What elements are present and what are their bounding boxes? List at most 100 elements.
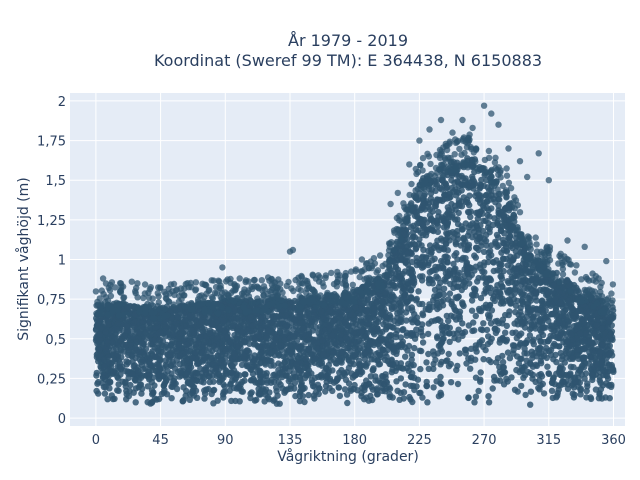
data-point — [171, 365, 179, 372]
data-point — [173, 385, 181, 393]
data-point — [454, 362, 461, 370]
data-point — [485, 193, 492, 200]
data-point — [208, 354, 215, 362]
data-point — [114, 351, 122, 358]
data-point — [142, 365, 149, 372]
data-point — [180, 396, 187, 404]
data-point — [496, 196, 503, 203]
data-point — [491, 377, 498, 384]
data-point — [490, 259, 497, 266]
data-point — [503, 338, 510, 345]
data-point — [206, 329, 213, 337]
data-point — [404, 347, 411, 354]
data-point — [370, 305, 378, 312]
data-point — [406, 393, 413, 401]
data-point — [454, 178, 461, 185]
data-point — [144, 399, 151, 406]
data-point — [250, 375, 257, 383]
data-point — [398, 340, 405, 348]
data-point — [411, 335, 419, 342]
data-point — [411, 374, 418, 381]
data-point — [330, 317, 337, 325]
data-point — [93, 387, 100, 395]
data-point — [605, 361, 612, 369]
data-point — [206, 378, 213, 386]
data-point — [287, 363, 294, 370]
data-points — [92, 102, 617, 408]
data-point — [400, 389, 408, 396]
data-point — [451, 230, 458, 237]
data-point — [609, 367, 617, 374]
data-point — [315, 329, 322, 337]
data-point — [512, 329, 519, 336]
data-point — [599, 367, 607, 374]
data-point — [435, 316, 442, 323]
data-point — [518, 312, 525, 319]
data-point — [513, 265, 520, 272]
data-point — [593, 322, 601, 329]
data-point — [123, 322, 130, 330]
data-point — [456, 350, 463, 357]
data-point — [366, 315, 374, 323]
data-point — [503, 375, 510, 382]
data-point — [600, 372, 607, 379]
data-point — [162, 322, 169, 329]
data-point — [131, 344, 139, 352]
data-point — [193, 360, 201, 368]
data-point — [505, 234, 512, 241]
data-point — [564, 385, 572, 392]
data-point — [413, 314, 421, 321]
data-point — [440, 297, 447, 304]
data-point — [487, 358, 495, 366]
data-point — [409, 398, 416, 406]
data-point — [426, 269, 433, 276]
data-point — [448, 177, 455, 184]
data-point — [144, 383, 152, 390]
data-point — [376, 351, 383, 359]
data-point — [484, 340, 492, 348]
data-point — [569, 355, 577, 362]
data-point — [319, 337, 326, 344]
data-point — [95, 378, 102, 386]
data-point — [238, 328, 246, 336]
data-point — [493, 231, 501, 239]
data-point — [506, 268, 513, 275]
data-point — [408, 351, 416, 358]
data-point — [413, 326, 420, 333]
data-point — [229, 363, 236, 370]
data-point — [389, 291, 396, 298]
data-point — [521, 291, 529, 299]
data-point — [180, 384, 187, 391]
data-point — [485, 284, 492, 291]
data-point — [345, 338, 352, 345]
data-point — [403, 317, 410, 324]
data-point — [352, 351, 359, 358]
data-point — [536, 377, 543, 384]
data-point — [484, 224, 492, 231]
data-point — [542, 324, 549, 331]
data-point — [587, 395, 595, 403]
data-point — [582, 330, 590, 337]
data-point — [565, 321, 572, 328]
data-point — [526, 332, 534, 339]
data-point — [367, 352, 375, 359]
data-point — [480, 356, 487, 363]
data-point — [563, 345, 571, 352]
data-point — [362, 363, 370, 370]
data-point — [310, 339, 318, 346]
data-point — [545, 290, 552, 297]
data-point — [316, 385, 323, 392]
data-point — [408, 304, 415, 311]
data-point — [114, 373, 121, 380]
data-point — [472, 312, 479, 320]
data-point — [464, 208, 472, 216]
data-point — [495, 288, 502, 295]
data-point — [344, 399, 351, 407]
data-point — [382, 374, 389, 381]
data-point — [478, 337, 486, 344]
data-point — [499, 236, 507, 244]
data-point — [342, 318, 350, 325]
data-point — [201, 395, 208, 402]
data-point — [477, 184, 484, 191]
data-point — [521, 340, 528, 347]
